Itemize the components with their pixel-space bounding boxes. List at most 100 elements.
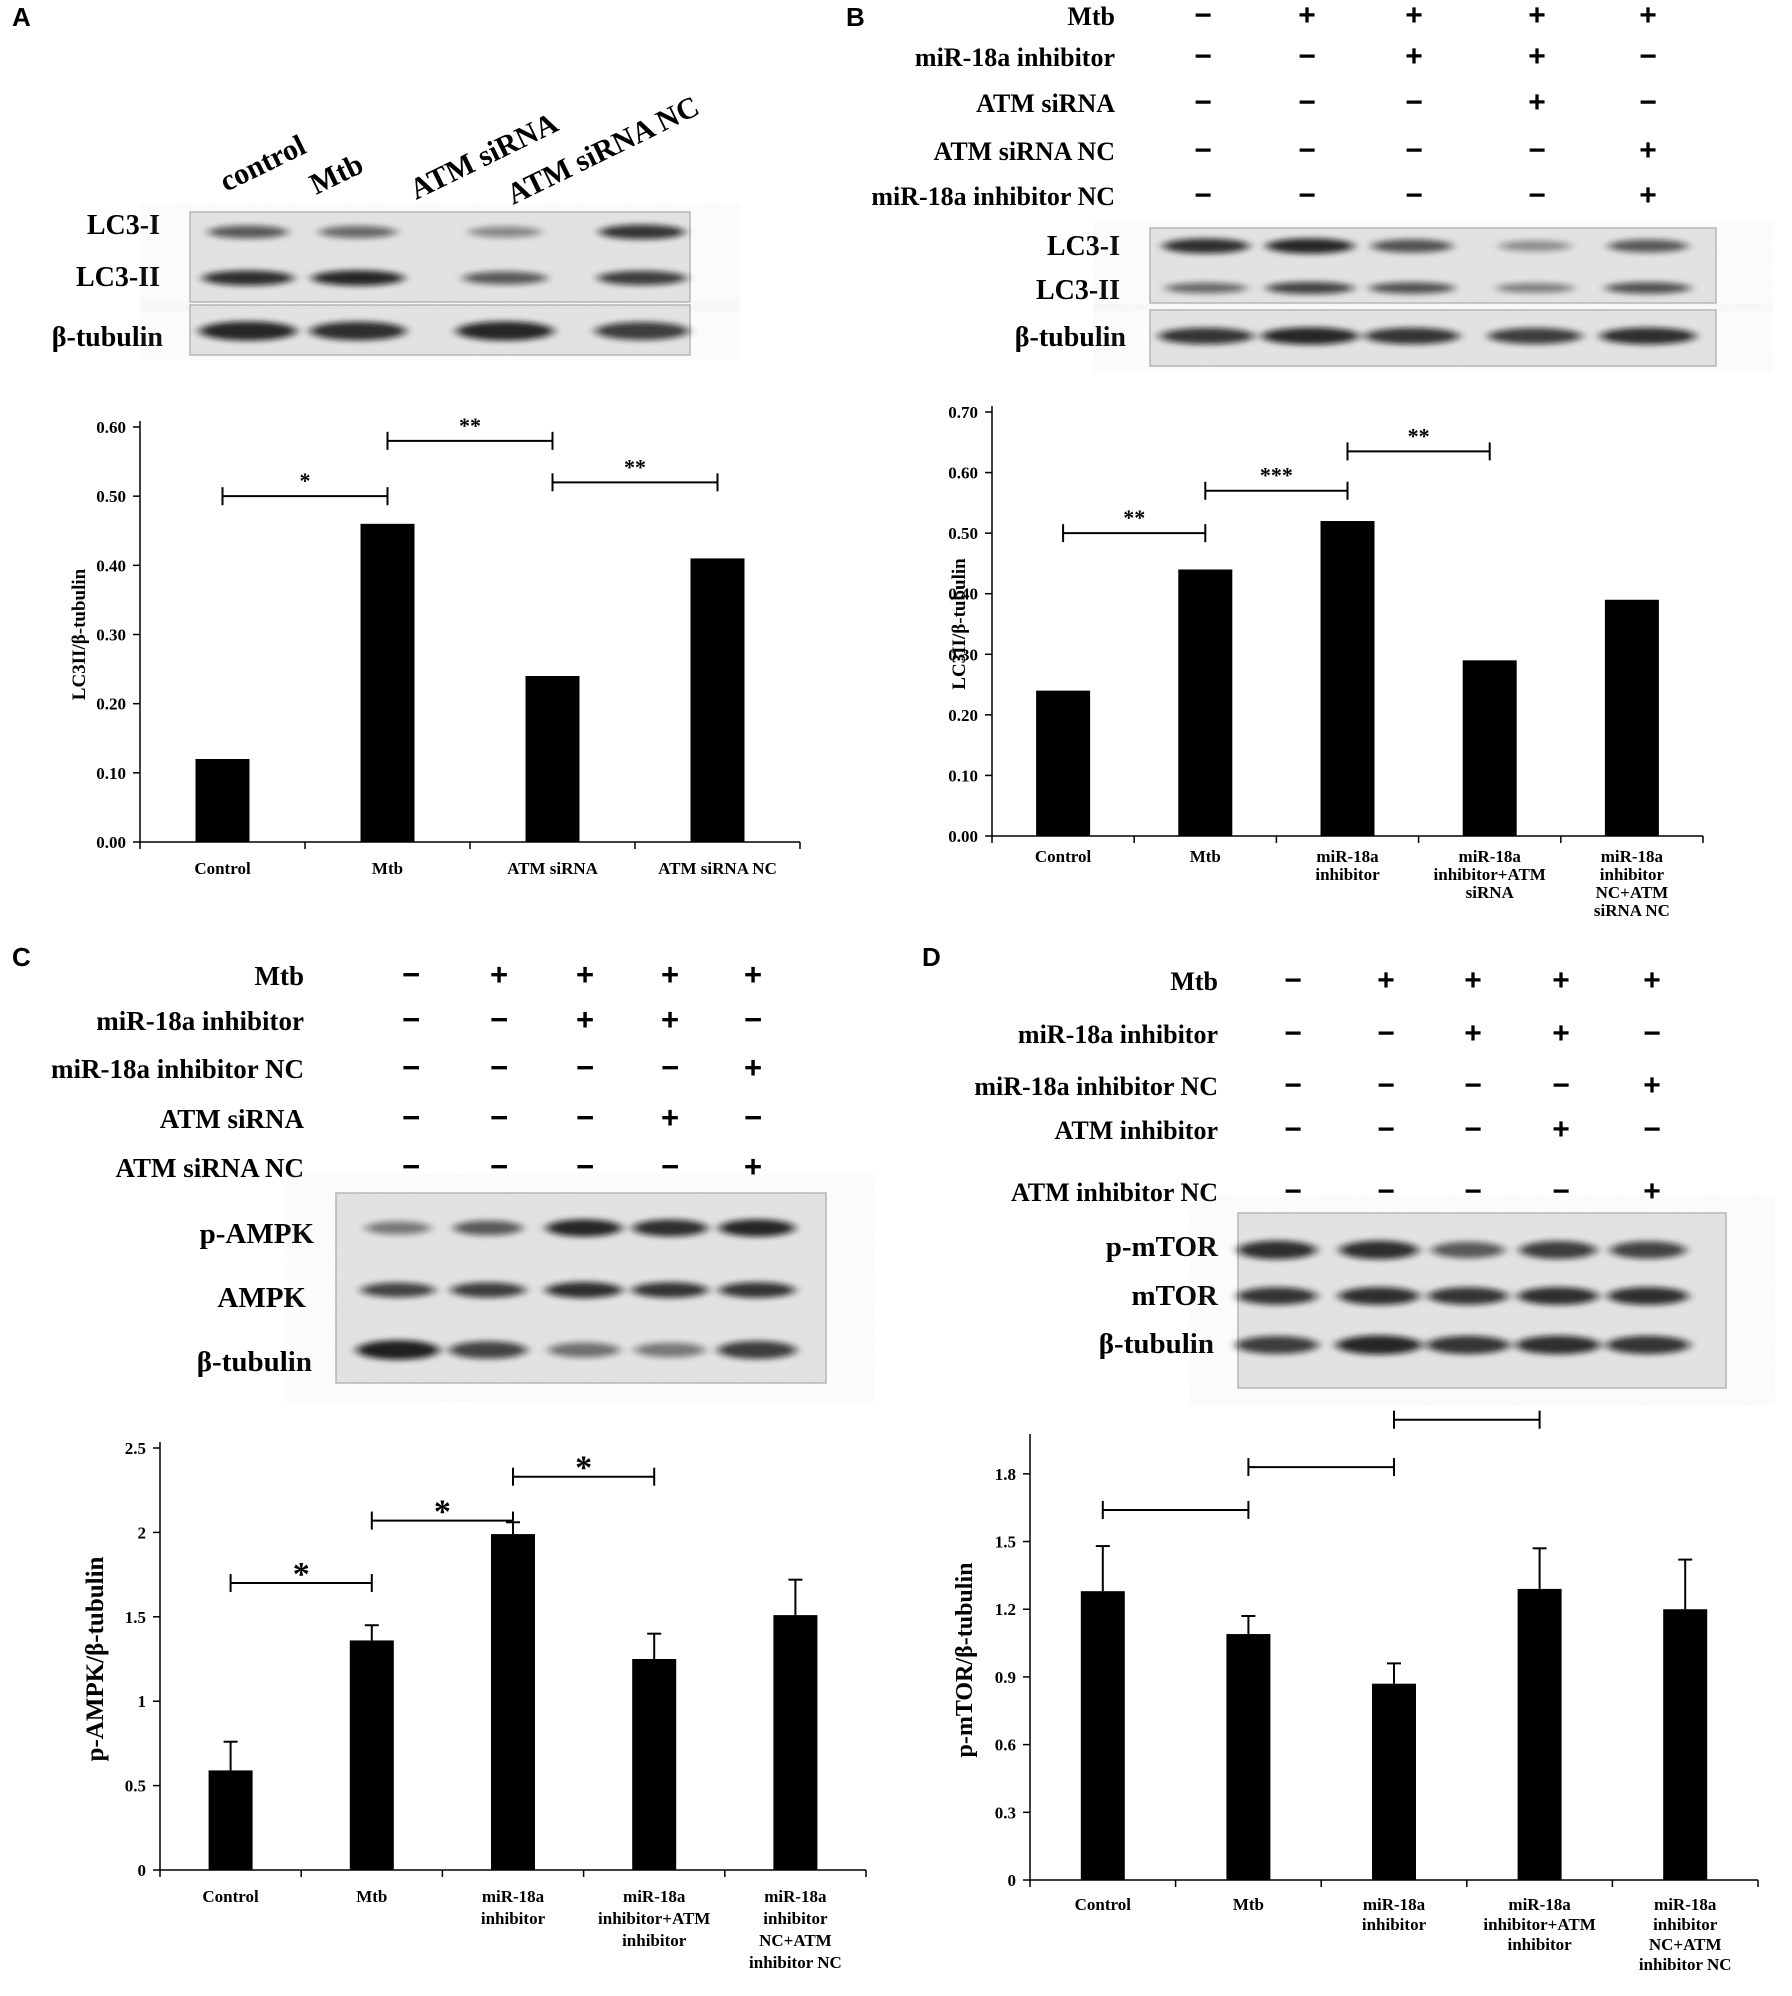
condition-label: miR-18a inhibitor NC [974,1072,1218,1101]
blot-band [1371,239,1453,253]
blot-band [1605,282,1691,294]
y-axis-label: LC3II/β-tubulin [949,558,970,690]
x-category-label: inhibitor+ATM [1483,1915,1595,1934]
condition-sign: − [402,957,420,992]
x-category-label: Control [1075,1895,1132,1914]
x-category-label: Mtb [1190,847,1221,866]
error-bar [223,1740,238,1771]
condition-sign: − [402,1050,420,1085]
x-category-label: NC+ATM [759,1931,832,1950]
blot-band [449,1341,527,1359]
condition-sign: − [1405,134,1423,167]
condition-sign: − [576,1100,594,1135]
blot-band [456,321,554,341]
condition-sign: + [1528,86,1546,119]
blot-ampk-c [335,1192,827,1384]
blot-row-label: LC3-II [1036,275,1120,306]
error-bar [1241,1615,1256,1635]
significance-bracket: * [221,468,389,506]
x-category-label: inhibitor [763,1909,828,1928]
condition-sign: + [661,1100,679,1135]
condition-sign: + [1552,1113,1570,1146]
condition-sign: − [1377,1113,1395,1146]
error-bar [788,1578,803,1616]
error-bar [1532,1547,1547,1589]
blot-band [1499,240,1571,252]
condition-sign: − [1194,134,1212,167]
bar [360,523,415,842]
significance-label: *** [1260,463,1293,488]
x-category-label: inhibitor [1507,1935,1572,1954]
x-category-label: miR-18a [1601,847,1664,866]
condition-label: Mtb [1170,967,1218,996]
bar [491,1534,535,1870]
x-category-label: miR-18a [1316,847,1379,866]
y-tick-label: 1 [138,1692,147,1711]
blot-band [1599,327,1697,345]
condition-sign: − [402,1149,420,1184]
condition-sign: − [402,1002,420,1037]
condition-sign: + [1464,1017,1482,1050]
blot-row-label: AMPK [217,1282,306,1314]
blot-band [450,1282,526,1298]
condition-table-d: Mtb − + + + + miR-18a inhibitor − − + + − miR-18a in… [974,964,1660,1208]
blot-band [462,271,548,285]
y-tick-label: 0.00 [948,827,978,846]
blot-mtor-d [1235,1212,1727,1389]
condition-sign: + [1643,964,1661,997]
condition-sign: + [1298,0,1316,32]
y-tick-label: 0.20 [96,695,126,714]
error-bar [1095,1545,1110,1592]
bar [525,676,580,842]
x-category-label: Mtb [356,1887,387,1906]
x-category-label: inhibitor+ATM [1434,865,1546,884]
condition-sign: − [1298,86,1316,119]
blot-row-label: β-tubulin [1015,322,1127,353]
x-category-label: miR-18a [1654,1895,1717,1914]
condition-label: miR-18a inhibitor [1018,1020,1218,1049]
condition-sign: + [1639,0,1657,32]
x-category-label: inhibitor [1315,865,1380,884]
y-tick-label: 0.60 [948,464,978,483]
significance-bracket [1393,1410,1541,1429]
blot-band [361,1282,435,1298]
y-tick-label: 0 [138,1861,147,1880]
blot-band [208,225,288,239]
significance-bracket: * [512,1450,656,1487]
y-tick-label: 0.40 [948,585,978,604]
condition-sign: − [1284,964,1302,997]
y-tick-label: 0.3 [995,1803,1016,1822]
condition-sign: − [1528,179,1546,212]
error-bar [364,1624,379,1641]
condition-label: miR-18a inhibitor [915,43,1115,72]
lane-label: Mtb [305,148,369,202]
blot-band [1338,1287,1420,1305]
condition-sign: + [744,1050,762,1085]
condition-sign: − [744,1100,762,1135]
y-tick-label: 1.5 [995,1533,1016,1552]
blot-band [468,226,542,238]
x-category-label: inhibitor [1600,865,1665,884]
bar [773,1615,818,1870]
condition-label: miR-18a inhibitor NC [51,1054,304,1084]
condition-sign: − [1194,40,1212,73]
condition-sign: − [1552,1175,1570,1208]
blot-band [202,270,294,286]
error-bar [647,1632,662,1659]
blot-tubulin-a [189,304,691,356]
bar [1320,521,1375,836]
condition-sign: − [661,1050,679,1085]
y-tick-label: 0.10 [948,766,978,785]
y-tick-label: 0.10 [96,764,126,783]
blot-band [1158,327,1254,345]
condition-sign: − [490,1002,508,1037]
bar [632,1659,677,1870]
significance-label: ** [1123,505,1145,530]
blot-band [453,1220,523,1236]
condition-label: miR-18a inhibitor NC [871,182,1115,211]
blot-band [632,1219,708,1237]
panel-letter-b: B [846,2,865,32]
condition-sign: − [1377,1069,1395,1102]
x-category-label: Control [202,1887,259,1906]
condition-label: ATM siRNA NC [116,1153,305,1183]
